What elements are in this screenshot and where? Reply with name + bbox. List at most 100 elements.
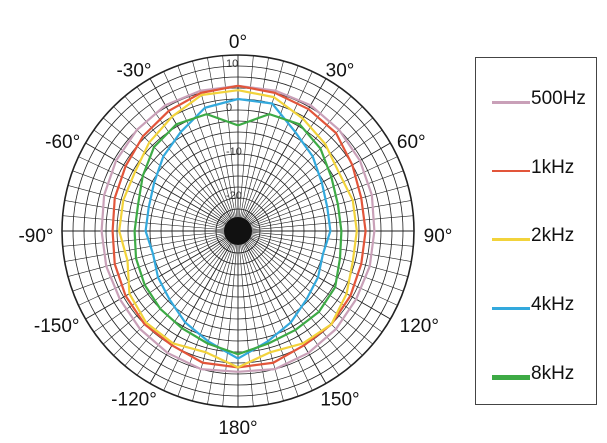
grid-spoke [237,86,340,232]
grid-spoke [237,129,383,232]
grid-spoke [237,95,352,232]
grid-spoke [192,60,239,232]
legend-swatch-4khz [492,306,530,310]
grid-spoke [237,230,254,407]
legend-label-2khz: 2kHz [531,225,575,246]
grid-spoke [237,230,383,333]
legend-label-1khz: 1kHz [531,157,575,178]
grid-spoke [237,230,313,391]
grid-spoke [136,230,239,376]
legend-item-500hz: 500Hz [492,88,586,110]
grid-spoke [78,230,239,306]
grid-spoke [237,185,409,232]
grid-spoke [237,215,414,232]
grid-spoke [149,230,239,384]
grid-spoke [102,117,239,232]
angle-label: 180° [218,418,257,439]
grid-spoke [237,230,284,402]
angle-label: 30° [326,61,355,82]
legend-item-2khz: 2kHz [492,225,574,247]
series-line-500hz [100,84,376,373]
series-line-4khz [144,97,332,360]
grid-spoke [237,230,398,306]
grid-spoke [237,230,299,397]
grid-spoke [64,200,239,232]
legend-swatch-500hz [492,100,530,104]
angle-label: 90° [424,226,453,247]
series-line-2khz [118,89,358,369]
ring-label: 0 [226,102,232,114]
grid-spoke [237,230,391,320]
grid-spoke [93,129,239,232]
grid-spoke [113,230,239,356]
legend-swatch-8khz [492,374,530,380]
grid-spoke [237,55,254,232]
legend-swatch-2khz [492,237,530,241]
angle-label: 60° [397,132,426,153]
grid-spoke [207,57,239,232]
grid-spoke [237,230,269,405]
grid-spoke [237,230,327,384]
polar-chart: 10 0 -10 -20 0° 30° 60° 90° 120° 150° 180° -120° -15… [18,32,453,439]
grid-spoke [237,230,374,345]
grid-spoke [237,142,391,232]
legend-swatch-1khz [492,170,530,172]
ring-label: 10 [226,58,238,70]
legend-item-1khz: 1kHz [492,157,574,179]
grid-spoke [78,156,239,232]
grid-spoke [113,106,239,232]
grid-spoke [102,230,239,345]
grid-spoke [237,78,327,232]
angle-label: -60° [45,132,80,153]
grid-spoke [237,230,340,376]
legend-label-8khz: 8kHz [531,363,575,384]
grid-spoke [237,170,404,232]
grid-spoke [85,230,239,320]
grid-spoke [237,230,352,367]
legend-item-8khz: 8kHz [492,363,574,385]
grid-spoke [237,57,269,232]
grid-spoke [237,60,284,232]
grid-spoke [177,65,239,232]
series-line-8khz [133,113,343,356]
angle-label: -120° [111,389,157,410]
grid-spoke [237,71,313,232]
grid-spoke [237,230,414,247]
grid-spoke [237,156,398,232]
ring-label: -10 [226,146,242,158]
center-hub [224,217,252,245]
angle-label: -150° [34,316,80,337]
grid-spoke [237,106,363,232]
grid-spoke [62,215,239,232]
legend: 500Hz 1kHz 2kHz 4kHz 8kHz [475,57,597,405]
grid-spoke [67,185,239,232]
grid-spoke [136,86,239,232]
ring-label: -20 [226,190,242,202]
grid-spoke [237,200,412,232]
grid-spoke [163,230,239,391]
grid-spoke [222,230,239,407]
grid-spoke [237,230,363,356]
angle-label: 120° [400,316,439,337]
grid-spoke [207,230,239,405]
grid-spoke [72,170,239,232]
grid-spoke [163,71,239,232]
grid-spoke [93,230,239,333]
angle-label: 0° [229,32,247,53]
grid-spoke [85,142,239,232]
legend-label-500hz: 500Hz [531,88,586,109]
angle-label: 150° [320,389,359,410]
grid-spoke [149,78,239,232]
angle-label: -90° [18,226,53,247]
grid-spoke [192,230,239,402]
angle-label: -30° [116,61,151,82]
grid-spoke [177,230,239,397]
grid-spoke [222,55,239,232]
legend-label-4khz: 4kHz [531,294,575,315]
grid-spoke [124,230,239,367]
grid-spoke [62,230,239,247]
grid-spoke [124,95,239,232]
grid-spoke [237,117,374,232]
legend-item-4khz: 4kHz [492,294,574,316]
grid-spoke [237,65,299,232]
